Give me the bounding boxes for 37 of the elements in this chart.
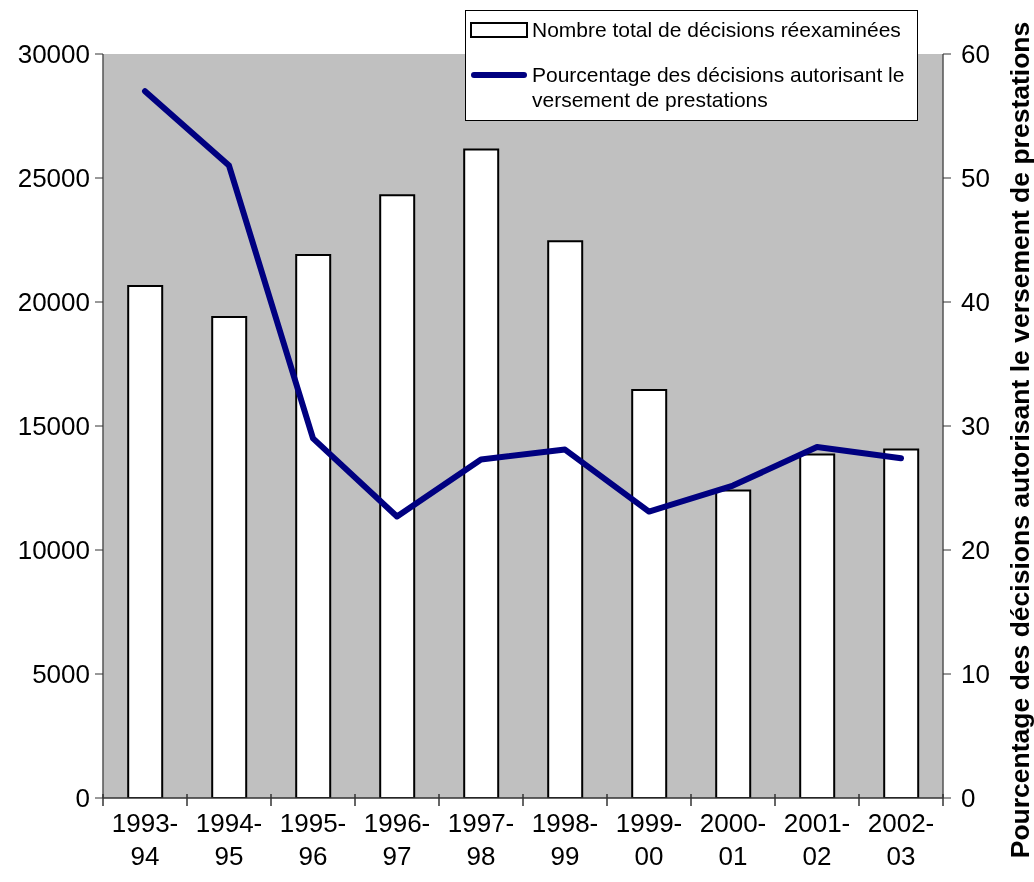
y-tick-label: 25000 [17, 163, 90, 194]
bar [463, 148, 500, 798]
legend-label: Pourcentage des décisions autorisant le versement de prestations [532, 62, 906, 112]
x-tick-label: 1997-98 [447, 808, 515, 871]
x-tick-label: 1999-00 [615, 808, 683, 871]
bar [295, 253, 332, 798]
x-tick-label: 1995-96 [279, 808, 347, 871]
legend-label: Nombre total de décisions réexaminées [532, 17, 901, 42]
y2-axis-title: Pourcentage des décisions autorisant le versement de prestations [1004, 21, 1034, 859]
y2-tick-label: 10 [961, 659, 990, 690]
x-tick-label: 1998-99 [531, 808, 599, 871]
x-tick-label: 2000-01 [699, 808, 767, 871]
bar [631, 389, 668, 798]
y-tick-label: 15000 [17, 411, 90, 442]
y-tick-label: 0 [75, 783, 90, 814]
x-tick-label: 1993-94 [111, 808, 179, 871]
y-tick-label: 5000 [32, 659, 90, 690]
bar [547, 240, 584, 798]
bar [379, 194, 416, 798]
bar [211, 315, 248, 798]
x-tick-label: 1996-97 [363, 808, 431, 871]
bar [715, 489, 752, 798]
y-tick-label: 30000 [17, 39, 90, 70]
y-tick-label: 10000 [17, 535, 90, 566]
bar [799, 453, 836, 798]
y2-tick-label: 0 [961, 783, 976, 814]
bar [883, 448, 920, 798]
y2-tick-label: 50 [961, 163, 990, 194]
y2-tick-label: 40 [961, 287, 990, 318]
bar [127, 284, 164, 798]
y-tick-label: 20000 [17, 287, 90, 318]
x-tick-label: 1994-95 [195, 808, 263, 871]
y2-tick-label: 60 [961, 39, 990, 70]
x-tick-label: 2002-03 [867, 808, 935, 871]
x-tick-label: 2001-02 [783, 808, 851, 871]
y2-tick-label: 20 [961, 535, 990, 566]
y2-tick-label: 30 [961, 411, 990, 442]
